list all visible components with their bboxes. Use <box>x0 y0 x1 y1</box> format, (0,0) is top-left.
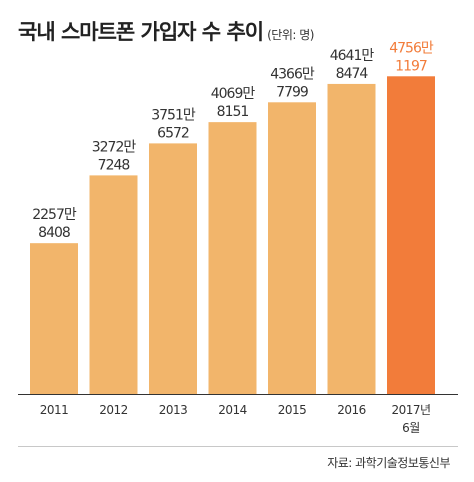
bar-6 <box>387 76 435 395</box>
data-label-4-1: 7799 <box>276 84 308 100</box>
bar-3 <box>208 122 257 394</box>
source-text: 자료: 과학기술정보통신부 <box>327 456 450 470</box>
unit-label: (단위: 명) <box>267 28 314 42</box>
x-tick-label-1-0: 2012 <box>99 403 128 417</box>
bar-4 <box>268 102 316 394</box>
x-tick-label-3-0: 2014 <box>218 403 247 417</box>
data-label-6-1: 1197 <box>395 58 427 74</box>
data-label-2-1: 6572 <box>157 125 189 141</box>
title-row: 국내 스마트폰 가입자 수 추이 (단위: 명) <box>18 16 314 46</box>
chart-title: 국내 스마트폰 가입자 수 추이 <box>18 20 264 44</box>
x-tick-label-4-0: 2015 <box>278 403 307 417</box>
bar-1 <box>89 175 138 394</box>
data-label-0-1: 8408 <box>38 225 70 241</box>
x-tick-label-6-0: 2017년 <box>391 403 430 417</box>
data-label-3-1: 8151 <box>217 104 249 120</box>
data-label-6-0: 4756만 <box>389 40 434 56</box>
bar-5 <box>327 83 376 394</box>
x-tick-label-6-1: 6월 <box>402 421 420 435</box>
x-tick-label-5-0: 2016 <box>337 403 366 417</box>
bar-2 <box>149 143 197 394</box>
data-label-0-0: 2257만 <box>32 207 77 223</box>
data-label-3-0: 4069만 <box>211 86 256 102</box>
source-divider <box>18 446 458 447</box>
data-label-4-0: 4366만 <box>270 66 315 82</box>
data-label-1-1: 7248 <box>98 157 130 173</box>
x-tick-label-0-0: 2011 <box>40 403 69 417</box>
data-label-5-1: 8474 <box>336 66 369 82</box>
data-label-2-0: 3751만 <box>151 107 196 123</box>
x-tick-label-2-0: 2013 <box>159 403 188 417</box>
bar-0 <box>30 243 78 394</box>
data-label-5-0: 4641만 <box>330 48 375 64</box>
data-label-1-0: 3272만 <box>92 139 137 155</box>
